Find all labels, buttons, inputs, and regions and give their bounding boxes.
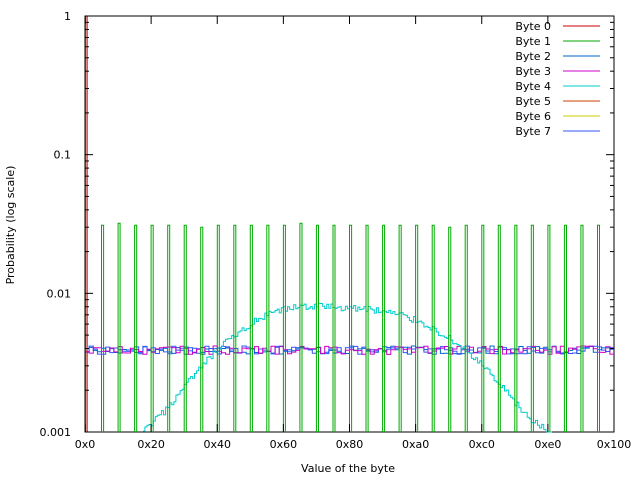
legend-label: Byte 3 (515, 65, 551, 78)
byte-1-spike (398, 224, 402, 432)
byte-1-spike (233, 224, 237, 432)
x-axis-label: Value of the byte (301, 462, 395, 475)
y-axis: 1 0.1 0.01 0.001 (40, 10, 614, 439)
byte-1-spike (514, 224, 518, 432)
y-tick-label: 0.1 (54, 149, 72, 162)
byte-1-spike (299, 222, 303, 432)
byte-1-spike (266, 224, 270, 432)
y-axis-label: Probability (log scale) (4, 166, 17, 285)
x-tick-label: 0x0 (75, 438, 96, 451)
x-tick-label: 0x60 (270, 438, 298, 451)
byte-1-spike (282, 224, 286, 432)
x-tick-label: 0x40 (203, 438, 231, 451)
series-byte-0-line (85, 15, 88, 432)
byte-1-spike (101, 224, 105, 432)
byte-1-spike (431, 224, 435, 432)
legend-label: Byte 5 (515, 95, 551, 108)
y-tick-label: 0.001 (40, 426, 72, 439)
byte-1-spike (580, 224, 584, 432)
x-tick-label: 0x80 (336, 438, 364, 451)
byte-1-spike (448, 226, 452, 432)
byte-1-spike (249, 224, 253, 432)
byte-1-spike (315, 224, 319, 432)
byte-1-spike (117, 222, 121, 432)
legend-label: Byte 4 (515, 80, 551, 93)
byte-1-spike (216, 224, 220, 432)
legend-label: Byte 2 (515, 50, 551, 63)
legend-label: Byte 0 (515, 20, 551, 33)
x-tick-label: 0xe0 (534, 438, 561, 451)
y-tick-label: 0.01 (47, 287, 72, 300)
x-tick-label: 0x20 (137, 438, 165, 451)
x-tick-label: 0xc0 (469, 438, 495, 451)
byte-1-spike (332, 224, 336, 432)
byte-1-spike (563, 224, 567, 432)
byte-1-spike (183, 224, 187, 432)
byte-1-spike (349, 224, 353, 432)
legend-label: Byte 1 (515, 35, 551, 48)
legend-label: Byte 7 (515, 125, 551, 138)
byte-1-spike (547, 224, 551, 432)
byte-1-spike (415, 224, 419, 432)
byte-1-spike (481, 224, 485, 432)
legend: Byte 0 Byte 1 Byte 2 Byte 3 Byte 4 Byte 5 Byte… (515, 20, 600, 138)
x-axis: 0x0 0x20 0x40 0x60 0x80 0xa0 0xc0 0xe0 0x100 (75, 16, 632, 451)
byte-1-spike (365, 224, 369, 432)
series-byte-4-line (142, 302, 552, 433)
byte-1-spike (464, 224, 468, 432)
series-byte-1-spikes (101, 222, 600, 432)
y-tick-label: 1 (64, 10, 71, 23)
byte-1-spike (530, 224, 534, 432)
x-tick-label: 0xa0 (402, 438, 429, 451)
byte-1-spike (167, 224, 171, 432)
byte-1-spike (150, 224, 154, 432)
x-tick-label: 0x100 (597, 438, 632, 451)
series-layer (85, 15, 614, 433)
byte-1-spike (134, 224, 138, 432)
byte-1-spike (497, 224, 501, 432)
byte-1-spike (597, 224, 600, 432)
byte-1-spike (382, 224, 386, 432)
byte-1-spike (200, 226, 204, 432)
legend-label: Byte 6 (515, 110, 551, 123)
